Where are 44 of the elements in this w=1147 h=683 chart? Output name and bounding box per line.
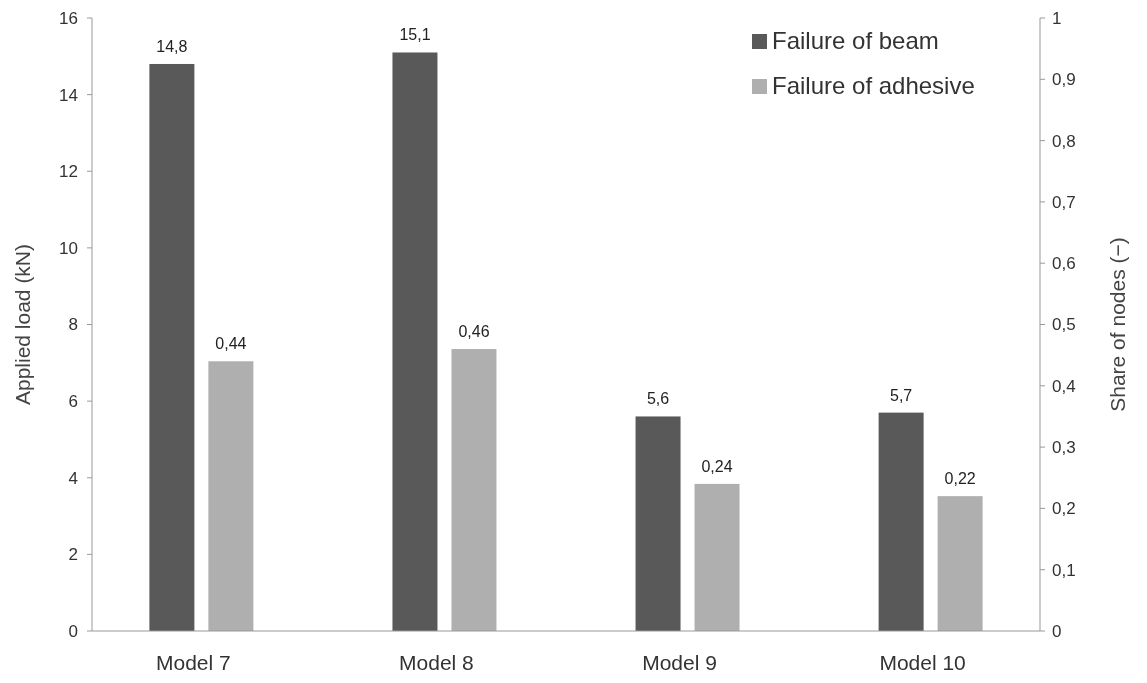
bar: [635, 416, 681, 631]
bar: [392, 52, 438, 631]
y-tick-label: 8: [68, 315, 78, 335]
data-label: 14,8: [156, 37, 188, 55]
y-tick-label: 16: [59, 8, 78, 28]
y2-tick-label: 0,5: [1052, 315, 1076, 335]
legend-label: Failure of adhesive: [772, 72, 975, 99]
y-tick-label: 4: [68, 468, 78, 488]
y2-tick-label: 0,4: [1052, 376, 1076, 396]
y2-tick-label: 0,1: [1052, 560, 1076, 580]
y2-tick-label: 0: [1052, 621, 1062, 641]
x-tick-label: Model 9: [642, 651, 717, 674]
bar: [694, 483, 740, 631]
bar: [208, 361, 254, 631]
bar: [451, 349, 497, 631]
x-tick-label: Model 7: [156, 651, 231, 674]
y-tick-label: 14: [59, 85, 78, 105]
data-label: 0,46: [458, 323, 490, 341]
y-tick-label: 2: [68, 545, 78, 565]
y2-tick-label: 0,8: [1052, 131, 1076, 151]
bar: [149, 63, 195, 631]
y-tick-label: 0: [68, 621, 78, 641]
data-label: 5,6: [646, 390, 670, 408]
data-label: 0,44: [215, 335, 247, 353]
y2-tick-label: 0,9: [1052, 70, 1076, 90]
y2-tick-label: 0,6: [1052, 254, 1076, 274]
y2-axis-title: Share of nodes (−): [1106, 237, 1129, 412]
y-tick-label: 6: [68, 392, 78, 412]
bar: [937, 496, 983, 631]
x-tick-label: Model 10: [879, 651, 966, 674]
y-axis-title: Applied load (kN): [11, 243, 34, 406]
y-tick-label: 12: [59, 162, 78, 182]
y2-tick-label: 1: [1052, 8, 1062, 28]
data-label: 0,24: [701, 457, 733, 475]
y-tick-label: 10: [59, 238, 78, 258]
legend-label: Failure of beam: [772, 27, 939, 54]
data-label: 5,7: [889, 386, 913, 404]
data-label: 0,22: [944, 470, 976, 488]
data-label: 15,1: [399, 26, 431, 44]
y2-tick-label: 0,3: [1052, 438, 1076, 458]
bar: [878, 412, 924, 631]
y2-tick-label: 0,2: [1052, 499, 1076, 519]
x-tick-label: Model 8: [399, 651, 474, 674]
y2-tick-label: 0,7: [1052, 192, 1076, 212]
